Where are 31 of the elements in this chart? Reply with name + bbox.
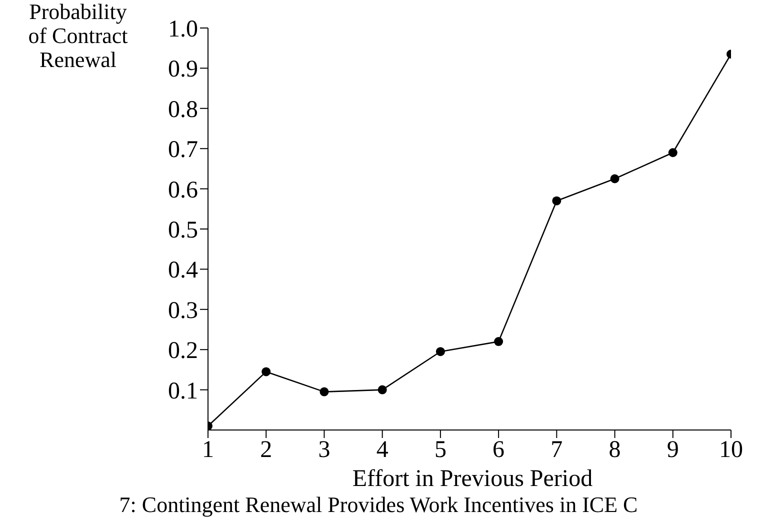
x-tick-label: 1 (202, 437, 214, 464)
x-tick-label: 2 (260, 437, 272, 464)
point (668, 148, 678, 158)
x-tick-label: 8 (608, 437, 621, 464)
y-tick-label: 0.1 (168, 378, 198, 404)
y-axis-title: Probability of Contract Renewal (27, 0, 129, 72)
x-tick-label: 3 (318, 437, 330, 464)
point (610, 174, 620, 184)
x-tick-label: 6 (492, 437, 505, 464)
y-tick-label: 0.5 (168, 218, 198, 244)
y-tick-label: 0.3 (168, 298, 198, 324)
x-tick-label: 9 (666, 437, 679, 464)
x-axis-title: Effort in Previous Period (351, 466, 594, 493)
y-tick-label: 0.9 (168, 56, 198, 83)
point (494, 337, 504, 346)
y-tick-label: 0.4 (168, 258, 198, 284)
text: 7: Contingent Renewal Provides Work Incentives in ICE C (118, 492, 639, 518)
point (552, 196, 562, 206)
x-tick-label: 5 (434, 437, 446, 464)
point (320, 387, 329, 396)
point (262, 367, 271, 376)
y-tick-label: 0.6 (168, 177, 198, 204)
x-tick-label: 7 (550, 437, 563, 464)
x-tick-label: 10 (719, 437, 743, 464)
y-tick-label: 1.0 (168, 16, 198, 43)
point (378, 385, 387, 394)
y-tick-label: 0.8 (168, 96, 198, 123)
point (436, 347, 445, 356)
x-tick-label: 4 (376, 437, 388, 464)
y-tick-label: 0.7 (168, 137, 198, 164)
y-tick-label: 0.2 (168, 338, 198, 364)
